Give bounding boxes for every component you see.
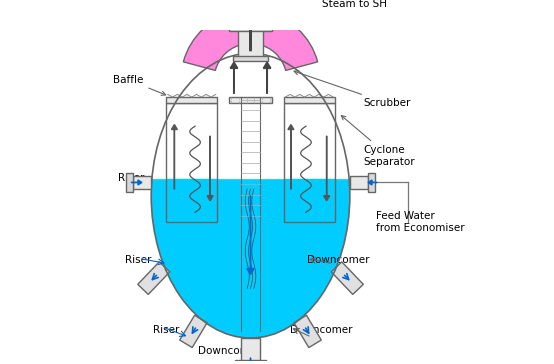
Polygon shape: [331, 262, 363, 294]
Text: Steam to SH: Steam to SH: [322, 0, 387, 9]
Polygon shape: [166, 179, 217, 222]
FancyArrow shape: [230, 62, 238, 93]
FancyBboxPatch shape: [368, 173, 375, 193]
FancyBboxPatch shape: [229, 97, 272, 103]
Text: Cyclone
Separator: Cyclone Separator: [341, 115, 415, 167]
Polygon shape: [151, 179, 350, 338]
FancyBboxPatch shape: [133, 176, 151, 189]
Text: Baffle: Baffle: [113, 75, 166, 95]
FancyArrow shape: [264, 62, 271, 93]
FancyArrow shape: [131, 180, 142, 185]
Polygon shape: [138, 262, 170, 294]
FancyArrow shape: [171, 124, 177, 189]
Text: Downcomer: Downcomer: [290, 325, 353, 335]
FancyArrow shape: [207, 136, 213, 201]
Text: Riser: Riser: [153, 325, 179, 335]
FancyBboxPatch shape: [235, 360, 266, 364]
FancyArrow shape: [247, 196, 254, 274]
Text: Scrubber: Scrubber: [294, 71, 411, 108]
FancyArrow shape: [324, 136, 330, 201]
FancyBboxPatch shape: [238, 27, 263, 57]
Polygon shape: [179, 315, 207, 348]
FancyArrow shape: [245, 21, 255, 50]
FancyBboxPatch shape: [166, 97, 217, 103]
Text: Downcomer: Downcomer: [307, 255, 370, 265]
FancyBboxPatch shape: [233, 56, 268, 61]
FancyBboxPatch shape: [284, 97, 335, 103]
Polygon shape: [294, 315, 321, 348]
FancyArrow shape: [368, 180, 377, 185]
Polygon shape: [284, 179, 335, 222]
Text: Feed Water
from Economiser: Feed Water from Economiser: [376, 211, 465, 233]
Text: Riser: Riser: [125, 255, 151, 265]
Text: Downcomer: Downcomer: [198, 346, 260, 356]
Text: Riser: Riser: [118, 173, 145, 182]
Wedge shape: [257, 11, 317, 70]
FancyBboxPatch shape: [229, 23, 273, 31]
FancyBboxPatch shape: [241, 338, 260, 361]
Polygon shape: [166, 179, 217, 222]
Polygon shape: [284, 179, 335, 222]
FancyArrow shape: [288, 124, 294, 189]
FancyBboxPatch shape: [126, 173, 133, 193]
Wedge shape: [183, 11, 244, 70]
FancyBboxPatch shape: [350, 176, 368, 189]
FancyArrow shape: [248, 358, 253, 364]
